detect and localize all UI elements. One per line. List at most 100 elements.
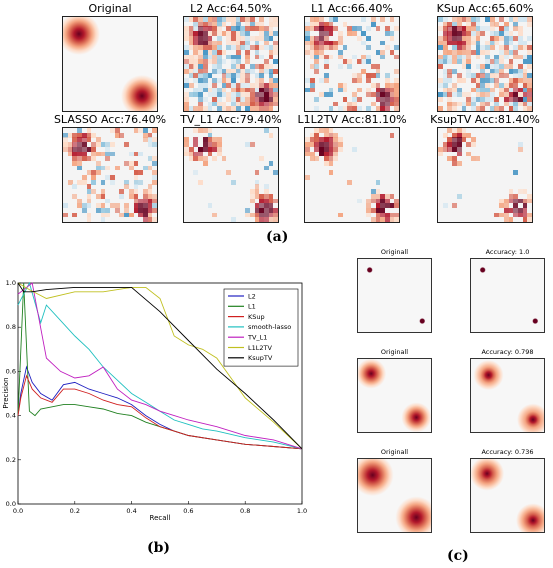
legend-label: L1L2TV — [248, 344, 272, 352]
heatmap-cell — [461, 54, 467, 60]
heatmap-cell — [207, 35, 213, 41]
heatmap-cell — [95, 137, 101, 143]
heatmap-cell — [119, 193, 125, 199]
heatmap-cell — [508, 198, 514, 204]
heatmap-cell — [81, 142, 87, 147]
heatmap-cell — [77, 151, 82, 157]
tile-title: L2 Acc:64.50% — [190, 2, 272, 15]
heatmap-cell — [193, 17, 199, 22]
heatmap-cell — [263, 35, 269, 41]
heatmap-cell — [91, 156, 97, 162]
heatmap-cell — [226, 92, 232, 98]
heatmap-cell — [259, 73, 265, 79]
heatmap-cell — [527, 198, 532, 204]
heatmap-cell — [226, 170, 232, 176]
heatmap-cell — [347, 26, 353, 32]
heatmap-cell — [475, 31, 481, 36]
heatmap-cell — [485, 92, 490, 98]
heatmap-cell — [522, 207, 528, 213]
heatmap-cell — [442, 54, 448, 60]
heatmap-cell — [475, 21, 481, 27]
heatmap-cell — [263, 96, 269, 102]
heatmap-cell — [485, 64, 490, 69]
heatmap-cell — [95, 160, 101, 166]
heatmap-cell — [513, 82, 519, 88]
series-line-ksup — [17, 374, 303, 450]
heatmap-cell — [216, 142, 222, 147]
heatmap-cell — [347, 179, 353, 185]
heatmap-cell — [447, 101, 453, 107]
heatmap-cell — [389, 31, 395, 36]
heatmap-cell — [328, 106, 334, 111]
heatmap-cell — [198, 96, 203, 102]
heatmap-cell — [86, 146, 92, 152]
heatmap-cell — [328, 128, 334, 133]
heatmap-cell — [86, 184, 92, 190]
heatmap-cell — [356, 35, 362, 41]
heatmap-cell — [188, 92, 194, 98]
heatmap-cell — [273, 45, 278, 51]
heatmap-cell — [240, 35, 246, 41]
heatmap-cell — [207, 59, 213, 65]
heatmap-cell — [503, 212, 509, 218]
heatmap-cell — [273, 170, 278, 176]
heatmap-cell — [470, 87, 476, 93]
heatmap-cell — [494, 59, 500, 65]
heatmap-cell — [389, 217, 395, 222]
heatmap-cell — [240, 96, 246, 102]
heatmap-cell — [212, 40, 218, 46]
heatmap-cell — [263, 59, 269, 65]
heatmap-cell — [442, 31, 448, 36]
heatmap-cell — [522, 198, 528, 204]
heatmap-cell — [361, 17, 367, 22]
heatmap-cell — [235, 101, 241, 107]
heatmap-cell — [499, 26, 504, 32]
heatmap-cell — [268, 21, 274, 27]
heatmap-cell — [380, 92, 386, 98]
heatmap-cell — [193, 78, 199, 83]
heatmap-cell — [522, 217, 528, 222]
heatmap-cell — [133, 184, 139, 190]
heatmap-cell — [305, 40, 310, 46]
heatmap-cell — [91, 132, 97, 138]
heatmap-cell — [314, 128, 320, 133]
heatmap-cell — [456, 21, 462, 27]
heatmap-cell — [235, 17, 241, 22]
x-tick-label: 0.8 — [240, 507, 250, 515]
heatmap-cell — [328, 40, 334, 46]
heatmap-cell — [508, 31, 514, 36]
heatmap-cell — [342, 96, 348, 102]
heatmap-cell — [394, 68, 399, 74]
heatmap-cell — [527, 49, 532, 55]
heatmap-cell — [124, 207, 129, 213]
heatmap-cell — [508, 207, 514, 213]
heatmap-cell — [347, 101, 353, 107]
heatmap-cell — [337, 87, 343, 93]
heatmap-cell — [198, 151, 203, 157]
heatmap-cell — [352, 54, 357, 60]
heatmap-cell — [375, 26, 381, 32]
heatmap-cell — [499, 45, 504, 51]
heatmap-cell — [263, 26, 269, 32]
heatmap-cell — [337, 146, 343, 152]
heatmap-cell — [380, 40, 386, 46]
small-title: Accuracy: 1.0 — [485, 248, 530, 256]
heatmap-cell — [503, 54, 509, 60]
heatmap-cell — [370, 17, 376, 22]
heatmap-cell — [328, 132, 334, 138]
heatmap-cell — [268, 217, 274, 222]
heatmap-cell — [95, 151, 101, 157]
heatmap-cell — [517, 189, 523, 194]
heatmap-cell — [503, 92, 509, 98]
heatmap-cell — [499, 73, 504, 79]
heatmap-cell — [499, 82, 504, 88]
heatmap-cell — [503, 49, 509, 55]
heatmap-cell — [240, 78, 246, 83]
heatmap-cell — [235, 49, 241, 55]
heatmap-cell — [370, 189, 376, 194]
heatmap-cell — [375, 106, 381, 111]
heatmap-cell — [221, 87, 227, 93]
heatmap-cell — [249, 189, 255, 194]
tile-title: TV_L1 Acc:79.40% — [180, 113, 282, 126]
heatmap-cell — [152, 203, 157, 209]
